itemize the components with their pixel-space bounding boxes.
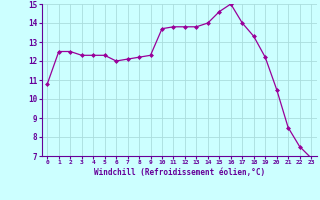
X-axis label: Windchill (Refroidissement éolien,°C): Windchill (Refroidissement éolien,°C) (94, 168, 265, 177)
